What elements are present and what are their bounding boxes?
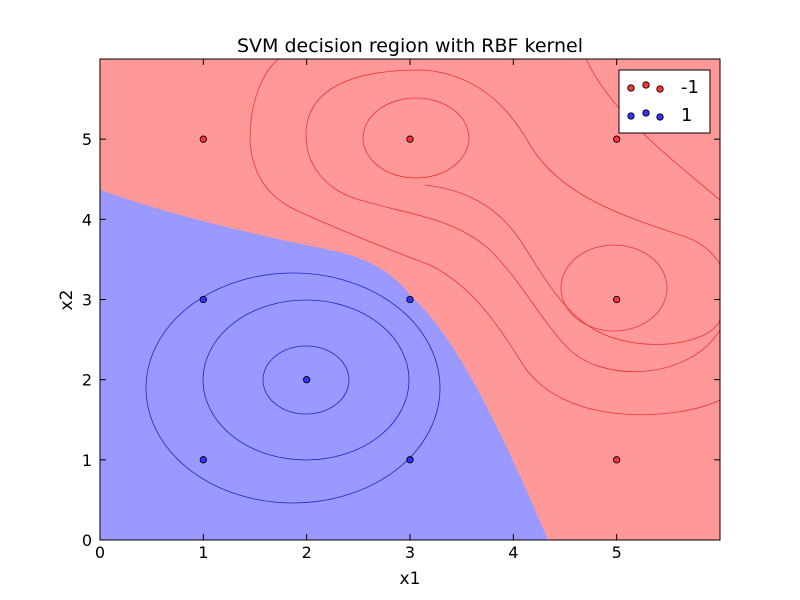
positive-contour [202,299,410,461]
legend: -1 1 [618,69,711,134]
data-point-positive [303,376,311,384]
plot-area [99,58,721,541]
legend-point-negative [627,84,635,92]
decision-contours [145,59,720,504]
y-tick-label: 5 [82,130,92,149]
legend-marker-negative [627,81,664,93]
positive-contour [262,345,350,415]
positive-contour [145,272,441,504]
legend-point-positive [656,113,664,121]
x-tick-label: 3 [405,543,415,562]
data-point-positive [406,295,414,304]
y-axis-label: x2 [57,290,77,311]
chart-title: SVM decision region with RBF kernel [237,35,583,57]
y-tick-label: 1 [82,451,92,470]
data-point-positive [199,295,207,304]
data-point-negative [406,135,414,143]
data-points [199,135,621,464]
legend-marker-positive [627,109,664,121]
x-tick-label: 4 [508,543,518,562]
negative-contour [424,184,720,345]
x-tick-label: 1 [198,543,208,562]
x-tick-label: 0 [95,543,105,562]
data-point-negative [613,456,621,464]
data-point-positive [199,456,207,464]
negative-contour [305,69,720,372]
axis-ticks: 0 1 2 3 4 5 0 1 2 3 4 5 [82,59,720,562]
negative-contour [560,244,668,332]
x-tick-label: 5 [612,543,622,562]
x-tick-label: 2 [302,543,312,562]
y-tick-label: 0 [82,531,92,550]
data-point-negative [613,135,621,143]
legend-box [618,69,711,134]
legend-point-positive [642,109,650,117]
data-point-negative [613,295,621,304]
x-axis-label: x1 [400,569,421,589]
y-tick-label: 3 [82,291,92,310]
legend-point-negative [656,85,664,93]
legend-label-positive: 1 [681,105,692,126]
y-tick-label: 2 [82,371,92,390]
legend-label-negative: -1 [681,77,699,98]
data-point-positive [406,456,414,464]
y-tick-label: 4 [82,210,92,229]
positive-class-region [100,190,548,540]
legend-point-positive [627,112,635,120]
legend-point-negative [642,81,650,89]
data-point-negative [199,135,207,143]
negative-contour [362,97,470,179]
